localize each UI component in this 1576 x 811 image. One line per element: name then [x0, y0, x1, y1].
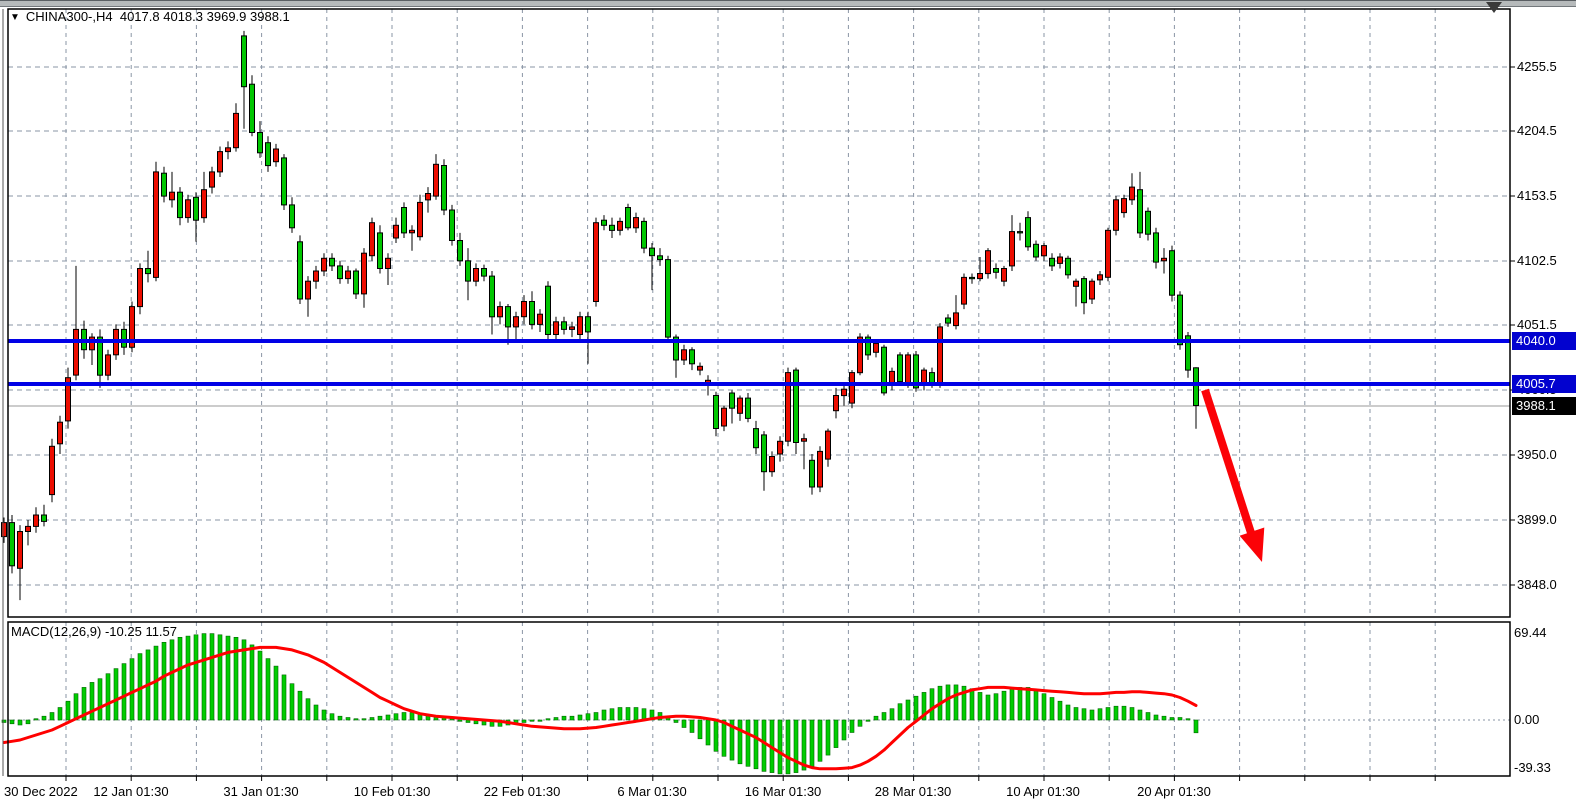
date-axis-label: 10 Feb 01:30 [353, 784, 431, 799]
ohlc-high: 4018.3 [163, 9, 203, 24]
symbol-title: ▼ CHINA300-,H4 4017.8 4018.3 3969.9 3988.… [10, 9, 290, 24]
candles [1, 30, 1199, 601]
date-axis-label: 22 Feb 01:30 [483, 784, 561, 799]
date-axis-label: 31 Jan 01:30 [223, 784, 299, 799]
date-axis-label: 12 Jan 01:30 [93, 784, 169, 799]
price-axis-label: 3899.0 [1517, 512, 1557, 527]
price-axis-label: 3950.0 [1517, 447, 1557, 462]
price-axis-label: 4153.5 [1517, 188, 1557, 203]
price-axis-label: 4102.5 [1517, 253, 1557, 268]
symbol-name: CHINA300-,H4 [25, 9, 113, 24]
date-axis-label: 28 Mar 01:30 [874, 784, 952, 799]
price-axis-badge-3988.1: 3988.1 [1512, 397, 1576, 415]
macd-axis-label: 69.44 [1514, 625, 1547, 640]
symbol-dropdown-icon[interactable]: ▼ [10, 12, 20, 23]
macd-indicator-label: MACD(12,26,9) -10.25 11.57 [11, 624, 177, 639]
macd-signal-value: 11.57 [145, 624, 178, 639]
price-axis-label: 4051.5 [1517, 317, 1557, 332]
chart-shift-marker-icon[interactable] [1486, 2, 1502, 13]
horizontal-line [8, 339, 1510, 343]
ohlc-open: 4017.8 [119, 9, 160, 24]
macd-histogram [1, 633, 1199, 775]
date-axis-label: 30 Dec 2022 [4, 784, 78, 799]
macd-name: MACD(12,26,9) [11, 624, 102, 639]
macd-axis-label: -39.33 [1514, 760, 1551, 775]
horizontal-line [8, 382, 1510, 386]
date-axis-label: 20 Apr 01:30 [1137, 784, 1211, 799]
macd-signal-line [2, 645, 1198, 771]
macd-axis [1510, 620, 1576, 780]
price-axis-badge-4005.7: 4005.7 [1512, 375, 1576, 393]
ohlc-close: 3988.1 [250, 9, 290, 24]
date-axis-label: 10 Apr 01:30 [1006, 784, 1080, 799]
date-axis-label: 6 Mar 01:30 [617, 784, 687, 799]
macd-axis-label: 0.00 [1514, 712, 1540, 727]
macd-value: -10.25 [104, 624, 142, 639]
window-top-strip [0, 0, 1576, 7]
date-axis-label: 16 Mar 01:30 [744, 784, 822, 799]
ohlc-low: 3969.9 [206, 9, 247, 24]
price-axis-label: 4204.5 [1517, 123, 1557, 138]
price-axis-badge-4040.0: 4040.0 [1512, 332, 1576, 350]
trend-arrow[interactable] [1201, 388, 1265, 562]
price-axis-label: 3848.0 [1517, 577, 1557, 592]
price-axis-label: 4255.5 [1517, 59, 1557, 74]
